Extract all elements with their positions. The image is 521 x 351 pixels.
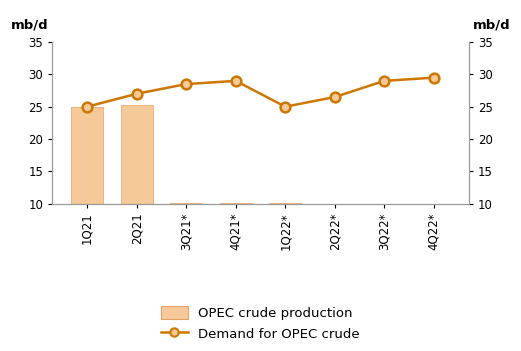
Bar [319, 203, 351, 204]
Bar [120, 105, 153, 204]
Bar [368, 203, 401, 204]
Bar [71, 107, 103, 204]
Legend: OPEC crude production, Demand for OPEC crude: OPEC crude production, Demand for OPEC c… [161, 306, 360, 341]
Text: mb/d: mb/d [473, 19, 511, 32]
Text: mb/d: mb/d [10, 19, 48, 32]
Bar [418, 203, 450, 204]
